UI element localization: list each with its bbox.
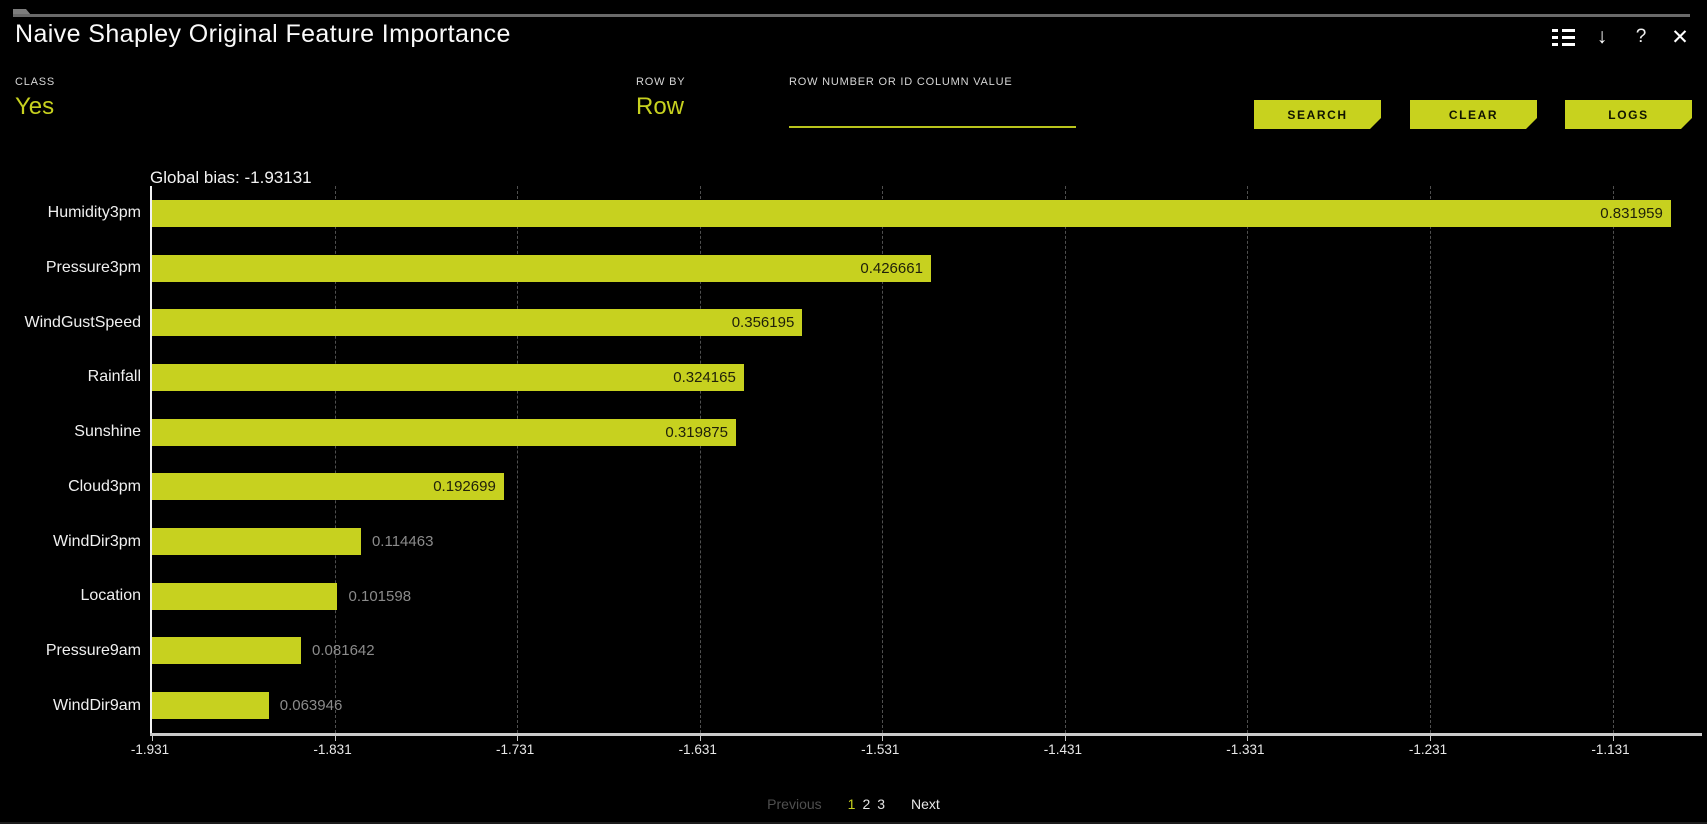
feature-label: Rainfall <box>87 368 141 386</box>
feature-label: Pressure3pm <box>45 259 141 277</box>
grid-line <box>1064 186 1066 733</box>
feature-label: WindDir3pm <box>52 532 141 550</box>
y-axis-labels: Humidity3pm Pressure3pm WindGustSpeed Rainf… <box>0 186 141 733</box>
grid-line <box>882 186 884 733</box>
grid-line <box>517 186 519 733</box>
feature-label: WindGustSpeed <box>24 313 141 331</box>
x-axis-tick <box>882 736 884 741</box>
bar-value: 0.114463 <box>371 533 434 551</box>
x-tick-label: -1.531 <box>861 742 900 757</box>
bar-value: 0.081642 <box>312 642 375 660</box>
grid-line <box>1247 186 1249 733</box>
feature-label: WindDir9am <box>52 696 141 714</box>
x-tick-label: -1.831 <box>313 742 352 757</box>
window-tab-notch <box>13 9 31 15</box>
window-top-border <box>13 14 1690 17</box>
x-axis-tick <box>1247 736 1249 741</box>
controls-bar: CLASS Yes ROW BY Row ROW NUMBER OR ID CO… <box>0 76 1707 136</box>
pagination-page-2[interactable]: 2 <box>862 796 871 812</box>
bar-value: 0.426661 <box>860 259 923 277</box>
close-icon[interactable]: ✕ <box>1671 25 1689 49</box>
feature-importance-bar[interactable] <box>152 692 269 720</box>
window-bottom-edge <box>0 822 1707 824</box>
row-by-label: ROW BY <box>636 76 686 88</box>
pagination-next[interactable]: Next <box>911 796 940 812</box>
x-axis-tick <box>699 736 701 741</box>
bar-value: 0.356195 <box>731 314 795 332</box>
grid-line <box>699 186 701 733</box>
feature-importance-bar[interactable] <box>152 582 338 610</box>
x-tick-label: -1.131 <box>1591 742 1630 757</box>
feature-importance-bar[interactable] <box>152 528 361 556</box>
feature-importance-bar[interactable]: 0.319875 <box>152 418 736 446</box>
bar-value: 0.192699 <box>433 478 496 496</box>
search-button[interactable]: SEARCH <box>1254 100 1381 129</box>
pagination-page-1[interactable]: 1 <box>847 796 856 812</box>
row-by-value[interactable]: Row <box>636 93 685 120</box>
x-axis-line <box>150 733 1702 736</box>
feature-importance-bar[interactable]: 0.356195 <box>152 309 803 337</box>
x-axis-tick <box>517 736 519 741</box>
download-icon[interactable]: ↓ <box>1596 25 1608 48</box>
x-axis-tick <box>152 736 153 741</box>
feature-importance-bar[interactable]: 0.831959 <box>152 199 1671 227</box>
feature-label: Sunshine <box>74 423 141 441</box>
pagination-previous[interactable]: Previous <box>767 796 822 812</box>
grid-line <box>1429 186 1431 733</box>
row-number-input[interactable] <box>789 98 1076 128</box>
feature-importance-bar[interactable] <box>152 637 302 665</box>
bar-value: 0.319875 <box>665 423 728 441</box>
x-tick-label: -1.631 <box>678 742 717 757</box>
options-list-icon[interactable] <box>1551 25 1575 49</box>
class-field: CLASS Yes <box>15 76 55 121</box>
feature-importance-chart: 0.831959 0.426661 0.356195 0.324165 0.319875… <box>150 186 1702 741</box>
pagination-page-3[interactable]: 3 <box>877 796 886 812</box>
x-tick-label: -1.431 <box>1043 742 1082 757</box>
clear-button[interactable]: CLEAR <box>1410 100 1537 129</box>
class-value[interactable]: Yes <box>15 93 55 120</box>
feature-label: Location <box>80 587 142 605</box>
feature-label: Pressure9am <box>45 641 141 659</box>
help-icon[interactable]: ? <box>1635 26 1647 47</box>
global-bias-text: Global bias: -1.93131 <box>150 168 312 187</box>
page-title: Naive Shapley Original Feature Importanc… <box>15 20 511 48</box>
x-tick-label: -1.931 <box>130 742 170 757</box>
x-axis-tick <box>1064 736 1066 741</box>
x-axis-tick <box>334 736 336 741</box>
feature-importance-bar[interactable]: 0.324165 <box>152 363 744 391</box>
grid-line <box>1612 186 1614 733</box>
row-by-field: ROW BY Row <box>636 76 685 121</box>
grid-line <box>334 186 336 733</box>
logs-button[interactable]: LOGS <box>1565 100 1692 129</box>
x-axis-tick <box>1612 736 1614 741</box>
header-icons: ↓ ? ✕ <box>1551 25 1692 49</box>
header: Naive Shapley Original Feature Importanc… <box>15 20 1692 60</box>
feature-importance-bar[interactable]: 0.192699 <box>152 473 504 501</box>
x-tick-label: -1.731 <box>495 742 535 757</box>
feature-label: Humidity3pm <box>47 204 141 222</box>
feature-importance-bar[interactable]: 0.426661 <box>152 254 931 282</box>
row-number-field: ROW NUMBER OR ID COLUMN VALUE <box>789 76 1076 128</box>
bar-value: 0.831959 <box>1600 204 1663 222</box>
x-axis-tick <box>1429 736 1431 741</box>
bar-value: 0.063946 <box>279 697 343 715</box>
row-number-label: ROW NUMBER OR ID COLUMN VALUE <box>789 76 1013 88</box>
bar-value: 0.324165 <box>673 368 736 386</box>
class-label: CLASS <box>15 76 56 88</box>
x-axis-tick-labels: -1.931 -1.831 -1.731 -1.631 -1.531 -1.431 -1.3… <box>131 742 1700 762</box>
bar-value: 0.101598 <box>348 587 412 605</box>
x-tick-label: -1.331 <box>1226 742 1265 757</box>
feature-label: Cloud3pm <box>68 477 141 495</box>
x-tick-label: -1.231 <box>1408 742 1448 757</box>
